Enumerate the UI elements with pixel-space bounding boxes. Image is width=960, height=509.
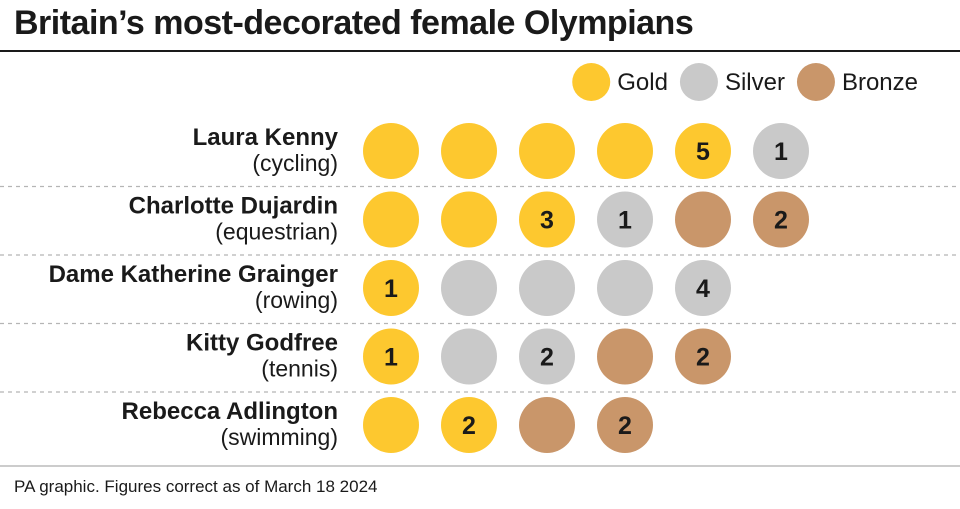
gold-count-label: 5	[696, 138, 710, 166]
athlete-sport: (equestrian)	[215, 219, 338, 245]
bronze-count-label: 2	[618, 412, 632, 440]
legend-label-gold: Gold	[617, 69, 668, 96]
gold-count-label: 2	[462, 412, 476, 440]
gold-medal	[441, 123, 497, 179]
gold-medal	[363, 260, 419, 316]
gold-medal	[363, 328, 419, 385]
legend-swatch-bronze	[796, 63, 835, 101]
bronze-medal	[753, 191, 809, 248]
gold-medal	[519, 191, 575, 248]
silver-medal	[519, 328, 575, 385]
silver-count-label: 2	[540, 344, 554, 372]
silver-medal	[519, 260, 575, 316]
athlete-sport: (rowing)	[255, 287, 338, 313]
athlete-sport: (swimming)	[220, 424, 338, 450]
gold-medal	[363, 397, 419, 453]
gold-medal	[519, 123, 575, 179]
gold-medal	[675, 123, 731, 179]
legend-swatch-silver	[679, 63, 718, 101]
bronze-medal	[597, 328, 653, 385]
bronze-count-label: 2	[774, 207, 788, 235]
legend-label-bronze: Bronze	[842, 69, 918, 96]
bronze-medal	[597, 397, 653, 453]
silver-count-label: 1	[774, 138, 788, 166]
silver-medal	[597, 191, 653, 248]
athlete-name: Kitty Godfree	[186, 330, 338, 357]
gold-medal	[363, 123, 419, 179]
bronze-medal	[519, 397, 575, 453]
silver-count-label: 4	[696, 275, 710, 303]
bronze-medal	[675, 191, 731, 248]
athlete-sport: (cycling)	[252, 150, 338, 176]
chart-title: Britain’s most-decorated female Olympian…	[14, 4, 694, 42]
silver-medal	[441, 328, 497, 385]
title-divider	[0, 50, 960, 52]
legend-swatch-gold	[572, 63, 611, 101]
gold-count-label: 1	[384, 344, 398, 372]
athlete-sport: (tennis)	[261, 356, 338, 382]
gold-count-label: 1	[384, 275, 398, 303]
gold-medal	[597, 123, 653, 179]
silver-medal	[597, 260, 653, 316]
bronze-medal	[675, 328, 731, 385]
gold-medal	[441, 397, 497, 453]
athlete-name: Laura Kenny	[193, 124, 339, 151]
gold-medal	[363, 191, 419, 248]
bronze-count-label: 2	[696, 344, 710, 372]
source-note: PA graphic. Figures correct as of March …	[14, 477, 378, 496]
legend-label-silver: Silver	[725, 69, 785, 96]
silver-medal	[441, 260, 497, 316]
gold-count-label: 3	[540, 207, 554, 235]
silver-count-label: 1	[618, 207, 632, 235]
athlete-name: Rebecca Adlington	[122, 398, 338, 425]
athlete-name: Dame Katherine Grainger	[49, 261, 338, 288]
gold-medal	[441, 191, 497, 248]
silver-medal	[675, 260, 731, 316]
silver-medal	[753, 123, 809, 179]
athlete-name: Charlotte Dujardin	[129, 193, 338, 220]
